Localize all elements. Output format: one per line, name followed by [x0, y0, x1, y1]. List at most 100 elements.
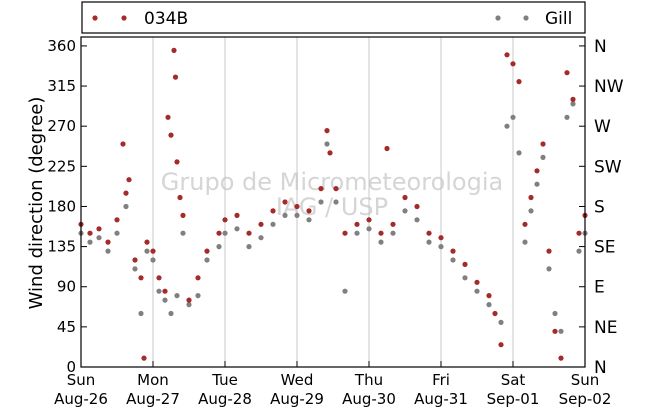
- data-point-gill: [516, 150, 522, 156]
- data-point-034b: [174, 159, 180, 165]
- data-point-034b: [390, 221, 396, 227]
- data-point-034b: [534, 168, 540, 174]
- y-tick-label: 90: [57, 278, 76, 296]
- y-tick-label: 270: [47, 117, 76, 135]
- data-point-gill: [576, 248, 582, 254]
- data-point-034b: [294, 203, 300, 210]
- data-point-034b: [258, 221, 264, 227]
- data-point-gill: [270, 221, 276, 227]
- data-point-gill: [546, 266, 552, 272]
- data-point-034b: [504, 52, 510, 58]
- x-tick-label-day: Sun: [571, 371, 600, 389]
- x-tick-label-day: Fri: [432, 371, 450, 389]
- data-point-gill: [390, 230, 396, 236]
- data-point-034b: [354, 221, 360, 227]
- data-point-gill: [474, 288, 480, 294]
- data-point-034b: [540, 141, 546, 147]
- data-point-gill: [204, 257, 210, 263]
- data-point-034b: [342, 230, 348, 236]
- x-tick-label-day: Wed: [281, 371, 314, 389]
- legend-034b-label: 034B: [144, 9, 188, 29]
- y-tick-label: 315: [47, 77, 76, 95]
- data-point-gill: [294, 212, 300, 218]
- data-point-034b: [270, 208, 276, 214]
- legend-gill-label: Gill: [545, 9, 572, 29]
- data-point-034b: [516, 79, 522, 85]
- data-point-034b: [426, 230, 432, 236]
- data-point-034b: [378, 230, 384, 236]
- data-point-034b: [324, 128, 330, 134]
- data-point-034b: [126, 177, 132, 183]
- data-point-gill: [168, 310, 174, 317]
- y-tick-label: 360: [47, 37, 76, 55]
- data-point-gill: [222, 230, 228, 236]
- data-point-gill: [522, 239, 528, 245]
- data-point-034b: [333, 186, 339, 192]
- data-point-034b: [114, 217, 120, 223]
- data-point-gill: [162, 297, 168, 303]
- y-tick-label: 225: [47, 157, 76, 175]
- data-point-gill: [414, 217, 420, 223]
- y-tick-label: 45: [57, 318, 76, 336]
- data-point-gill: [438, 244, 444, 250]
- data-point-034b: [306, 208, 312, 214]
- data-point-gill: [246, 244, 252, 250]
- data-point-gill: [114, 230, 120, 236]
- data-point-gill: [324, 141, 330, 147]
- data-point-gill: [552, 310, 558, 317]
- y-tick-label: 0: [66, 358, 76, 376]
- x-tick-label-date: Aug-26: [54, 390, 108, 408]
- data-point-034b: [570, 96, 576, 102]
- data-point-034b: [141, 355, 147, 361]
- x-tick-label-day: Thu: [354, 371, 383, 389]
- data-point-gill: [540, 154, 546, 160]
- data-point-gill: [318, 199, 324, 205]
- data-point-gill: [87, 239, 93, 245]
- data-point-034b: [162, 288, 168, 294]
- data-point-gill: [564, 114, 570, 120]
- data-point-034b: [105, 239, 111, 245]
- y-axis: 0 45 90 135 180 225 270 315 360: [47, 37, 585, 376]
- data-point-gill: [570, 101, 576, 107]
- data-point-034b: [150, 248, 156, 254]
- data-point-034b: [165, 114, 171, 120]
- x-tick-label-day: Sun: [67, 371, 96, 389]
- data-point-034b: [216, 230, 222, 236]
- watermark-line-1: Grupo de Micrometeorologia: [161, 168, 503, 196]
- data-point-034b: [186, 297, 192, 303]
- data-point-034b: [327, 150, 333, 156]
- data-point-034b: [177, 194, 183, 201]
- data-point-gill: [306, 217, 312, 223]
- data-point-gill: [354, 230, 360, 236]
- data-point-gill: [96, 235, 102, 241]
- legend-box: [81, 1, 586, 34]
- y-tick-label: 180: [47, 197, 76, 215]
- data-point-034b: [234, 212, 240, 218]
- x-tick-label-day: Tue: [211, 371, 238, 389]
- data-point-034b: [486, 293, 492, 299]
- compass-label: SE: [594, 238, 616, 258]
- compass-label: W: [594, 117, 611, 137]
- x-tick-label-day: Mon: [137, 371, 169, 389]
- compass-label: E: [594, 278, 605, 298]
- data-point-034b: [528, 194, 534, 201]
- data-point-034b: [204, 248, 210, 254]
- plot-frame: [80, 36, 586, 368]
- data-point-034b: [168, 132, 174, 138]
- compass-label: NW: [594, 77, 624, 97]
- legend-034b-marker-2: [121, 15, 127, 21]
- data-point-034b: [366, 217, 372, 223]
- data-point-034b: [552, 328, 558, 334]
- watermark: Grupo de Micrometeorologia IAG / USP: [161, 168, 503, 221]
- data-point-034b: [474, 279, 480, 285]
- data-point-034b: [438, 235, 444, 241]
- data-point-gill: [510, 114, 516, 120]
- data-point-034b: [462, 261, 468, 267]
- watermark-line-2: IAG / USP: [276, 193, 388, 221]
- x-tick-label-date: Aug-27: [126, 390, 180, 408]
- compass-label: SW: [594, 157, 622, 177]
- data-point-gill: [144, 248, 150, 254]
- data-point-gill: [450, 257, 456, 263]
- compass-label: S: [594, 197, 605, 217]
